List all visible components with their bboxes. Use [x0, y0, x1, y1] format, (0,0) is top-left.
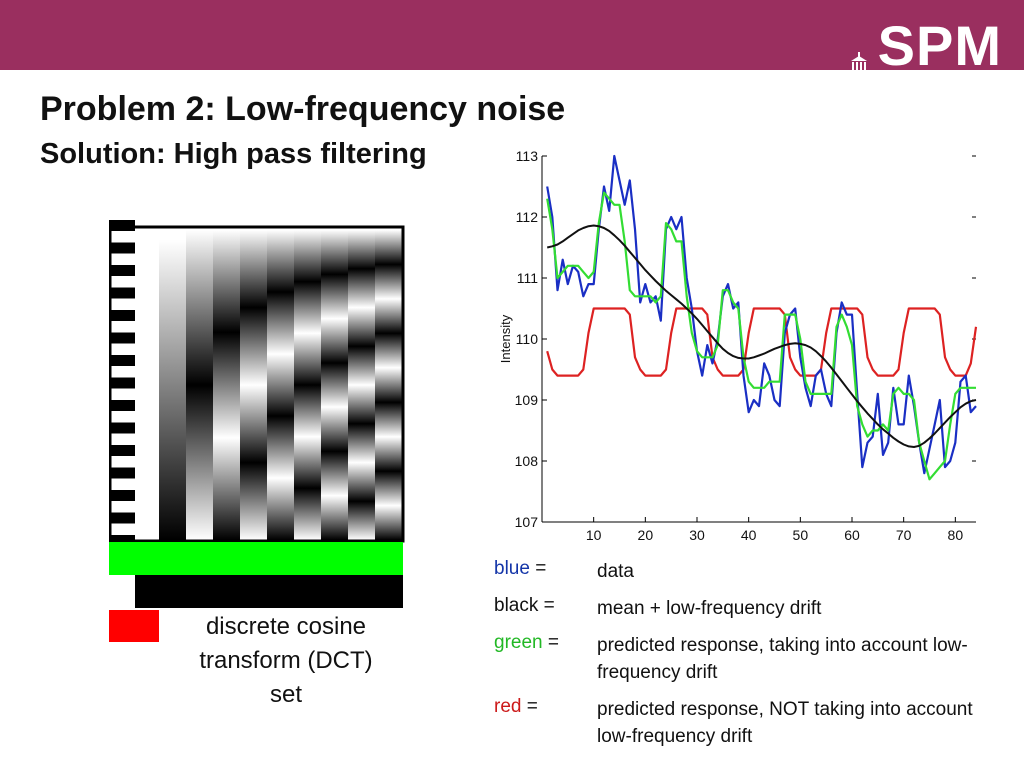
x-tick-label: 70 — [896, 527, 912, 543]
y-tick-label: 107 — [515, 514, 539, 530]
legend: blue = data black = mean + low-frequency… — [494, 558, 1004, 760]
legend-equals: = — [521, 696, 538, 717]
y-tick-label: 109 — [515, 392, 539, 408]
intensity-chart: 107 108 109 110 111 112 113 10 20 30 40 50 60 70 80 Int… — [482, 140, 1002, 550]
x-tick-label: 30 — [689, 527, 705, 543]
legend-item-blue: blue = data — [494, 558, 1004, 585]
legend-equals: = — [529, 558, 547, 579]
slide-title: Problem 2: Low-frequency noise — [40, 90, 566, 128]
legend-item-green: green = predicted response, taking into … — [494, 632, 1004, 686]
building-icon — [849, 52, 868, 74]
legend-desc-blue: data — [597, 561, 634, 582]
dct-col-1 — [159, 240, 186, 540]
dct-col-3 — [213, 230, 240, 540]
legend-equals: = — [542, 632, 559, 653]
legend-key-green: green — [494, 632, 543, 653]
legend-desc-black: mean + low-frequency drift — [597, 598, 822, 619]
dct-red-marker — [109, 610, 159, 642]
y-tick-label: 112 — [516, 209, 539, 225]
y-tick-label: 113 — [516, 148, 539, 164]
dct-col-6 — [294, 230, 321, 540]
x-tick-label: 20 — [638, 527, 654, 543]
legend-equals: = — [538, 595, 555, 616]
legend-key-blue: blue — [494, 558, 530, 579]
x-tick-label: 60 — [844, 527, 860, 543]
series-line-0 — [546, 154, 977, 475]
y-tick-label: 108 — [515, 453, 539, 469]
dct-col-7 — [321, 230, 348, 540]
x-tick-label: 80 — [948, 527, 964, 543]
legend-key-black: black — [494, 595, 539, 616]
logo-text: SPM — [877, 14, 1002, 77]
y-tick-label: 110 — [516, 331, 539, 347]
x-tick-label: 50 — [793, 527, 809, 543]
dct-caption-line: set — [269, 681, 302, 708]
legend-desc-red: predicted response, NOT taking into acco… — [597, 699, 973, 747]
legend-key-red: red — [494, 696, 522, 717]
x-tick-label: 10 — [586, 527, 602, 543]
dct-caption-line: discrete cosine — [205, 613, 367, 640]
legend-item-red: red = predicted response, NOT taking int… — [494, 696, 1004, 750]
series-line-3 — [546, 307, 978, 377]
dct-col-2 — [186, 230, 213, 540]
dct-image — [108, 220, 405, 608]
dct-green-bar — [109, 542, 403, 575]
y-axis-label: Intensity — [498, 314, 513, 363]
dct-col-5 — [267, 230, 294, 540]
dct-col-constant — [135, 225, 159, 540]
spm-logo: SPM — [849, 14, 1002, 77]
dct-col-4 — [240, 230, 267, 540]
series-line-2 — [546, 191, 976, 481]
chart-svg: 107 108 109 110 111 112 113 10 20 30 40 50 60 70 80 Int… — [498, 148, 978, 543]
y-tick-label: 111 — [517, 270, 538, 286]
dct-caption-line: transform (DCT) — [199, 647, 373, 674]
dct-col-9 — [375, 230, 403, 540]
header-bar: SPM — [0, 0, 1024, 74]
dct-caption: discrete cosine transform (DCT) set — [176, 610, 396, 712]
legend-item-black: black = mean + low-frequency drift — [494, 595, 1004, 622]
dct-basis-set — [108, 220, 405, 610]
x-tick-label: 40 — [741, 527, 757, 543]
series-line-1 — [546, 224, 977, 448]
legend-desc-green: predicted response, taking into account … — [597, 635, 968, 683]
dct-col-8 — [348, 230, 375, 540]
dct-black-bar — [135, 575, 403, 608]
slide-subtitle: Solution: High pass filtering — [40, 138, 427, 170]
dct-col-stripes — [109, 220, 135, 540]
dct-frame — [108, 225, 405, 543]
